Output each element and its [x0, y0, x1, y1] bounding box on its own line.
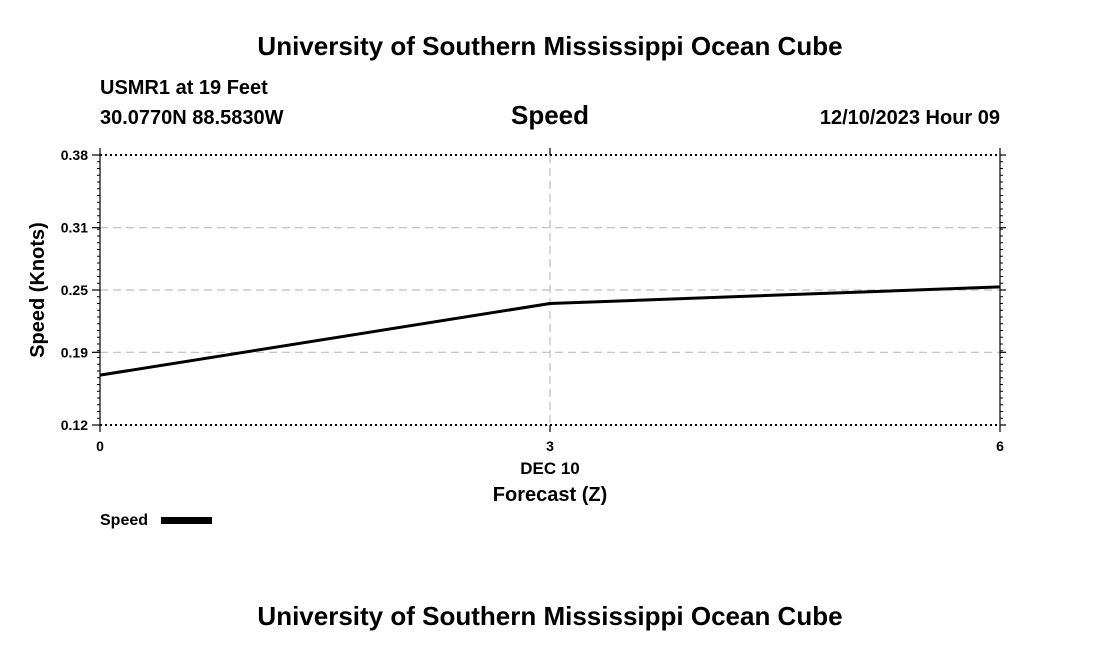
- footer-title: University of Southern Mississippi Ocean…: [257, 601, 842, 631]
- y-tick-label: 0.38: [61, 147, 88, 163]
- plot-title: Speed: [511, 100, 589, 130]
- legend-label: Speed: [100, 512, 148, 529]
- legend-swatch: [161, 517, 212, 524]
- axes: 0.12 0.19 0.25 0.31 0.38 0 3 6: [61, 147, 1006, 454]
- chart-main-title: University of Southern Mississippi Ocean…: [257, 31, 842, 61]
- y-tick-label: 0.19: [61, 344, 88, 360]
- x-tick-label: 3: [546, 438, 554, 454]
- y-tick-label: 0.12: [61, 417, 88, 433]
- x-axis-label: Forecast (Z): [493, 484, 607, 506]
- x-tick-label: 6: [996, 438, 1004, 454]
- station-label: USMR1 at 19 Feet: [100, 77, 268, 99]
- location-label: 30.0770N 88.5830W: [100, 107, 284, 129]
- series-line-speed: [99, 285, 1001, 377]
- x-tick-label: 0: [96, 438, 104, 454]
- series-layer: [99, 285, 1001, 377]
- y-axis-label: Speed (Knots): [27, 222, 49, 358]
- grid: [100, 155, 1000, 425]
- legend: Speed: [100, 512, 212, 529]
- y-tick-label: 0.25: [61, 282, 88, 298]
- timestamp-label: 12/10/2023 Hour 09: [820, 107, 1000, 129]
- x-sub-label: DEC 10: [520, 459, 580, 478]
- y-tick-label: 0.31: [61, 220, 88, 236]
